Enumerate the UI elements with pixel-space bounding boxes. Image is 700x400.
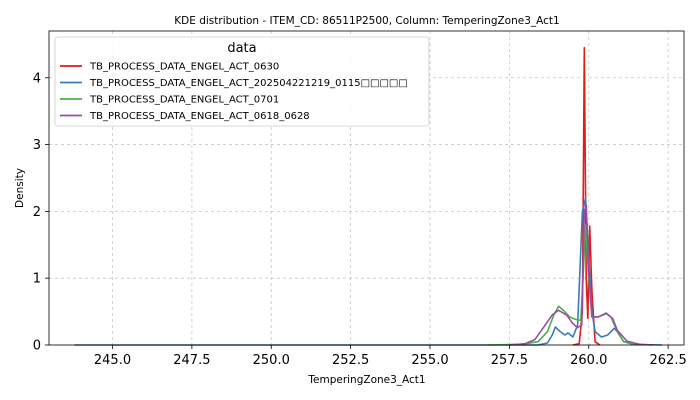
x-tick-label: 250.0	[253, 353, 290, 368]
legend-box	[54, 36, 430, 127]
legend-entry-0: TB_PROCESS_DATA_ENGEL_ACT_0630	[89, 62, 279, 73]
x-tick-label: 245.0	[94, 353, 131, 368]
x-tick-label: 260.0	[570, 353, 607, 368]
chart-title: KDE distribution - ITEM_CD: 86511P2500, …	[174, 15, 559, 27]
x-tick-label: 252.5	[332, 353, 369, 368]
y-tick-label: 2	[33, 205, 41, 220]
y-tick-label: 0	[33, 339, 41, 354]
x-tick-label: 257.5	[491, 353, 528, 368]
x-axis-label: TemperingZone3_Act1	[307, 374, 425, 386]
x-tick-label: 247.5	[173, 353, 210, 368]
x-tick-label: 255.0	[411, 353, 448, 368]
series-line-3	[509, 203, 653, 346]
legend-entry-1: TB_PROCESS_DATA_ENGEL_ACT_202504221219_0…	[89, 78, 408, 89]
series-line-1	[74, 197, 662, 346]
legend-entry-3: TB_PROCESS_DATA_ENGEL_ACT_0618_0628	[89, 111, 310, 122]
axes: 245.0 247.5 250.0 252.5 255.0 257.5 260.0 262.5…	[33, 71, 687, 368]
y-axis-label: Density	[14, 168, 26, 208]
y-tick-label: 1	[33, 272, 41, 287]
series-layer	[74, 46, 662, 346]
legend-items: TB_PROCESS_DATA_ENGEL_ACT_0630 TB_PROCESS…	[60, 62, 408, 122]
legend-entry-2: TB_PROCESS_DATA_ENGEL_ACT_0701	[89, 95, 279, 106]
legend: data TB_PROCESS_DATA_ENGEL_ACT_0630TB_PR…	[54, 36, 430, 127]
y-tick-label: 4	[33, 71, 41, 86]
plot-area-frame	[48, 30, 685, 346]
legend-title: data	[227, 41, 256, 56]
x-tick-label: 262.5	[650, 353, 687, 368]
y-tick-label: 3	[33, 138, 41, 153]
